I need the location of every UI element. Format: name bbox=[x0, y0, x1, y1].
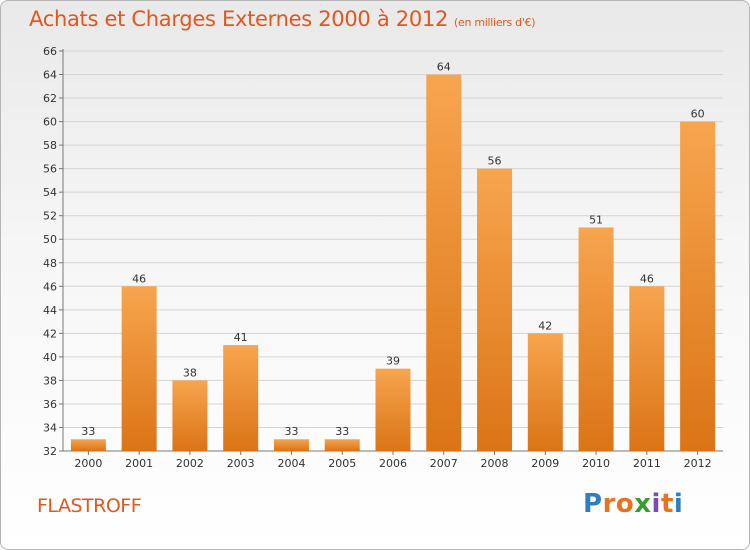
bar-2010 bbox=[578, 227, 614, 451]
x-tick-label: 2008 bbox=[481, 457, 509, 470]
value-label-2000: 33 bbox=[81, 425, 95, 438]
labels: 32 34 36 38 40 42 44 46 48 50 52 54 56 58 60 62 64 66 2000… bbox=[43, 45, 712, 470]
y-tick-label: 50 bbox=[43, 233, 57, 246]
y-tick-label: 36 bbox=[43, 398, 57, 411]
logo-letter: r bbox=[602, 489, 616, 519]
bars bbox=[70, 74, 716, 452]
bar-2008 bbox=[477, 168, 513, 451]
x-tick-label: 2003 bbox=[227, 457, 255, 470]
y-tick-label: 40 bbox=[43, 351, 57, 364]
y-tick-label: 58 bbox=[43, 139, 57, 152]
bar-2002 bbox=[172, 380, 208, 451]
value-label-2010: 51 bbox=[589, 213, 603, 226]
title-text: Achats et Charges Externes 2000 à 2012 bbox=[29, 7, 449, 31]
y-tick-label: 48 bbox=[43, 257, 57, 270]
y-tick-label: 38 bbox=[43, 374, 57, 387]
y-tick-label: 52 bbox=[43, 210, 57, 223]
x-tick-label: 2012 bbox=[684, 457, 712, 470]
value-label-2003: 41 bbox=[234, 331, 248, 344]
logo-letter: i bbox=[651, 489, 661, 519]
y-tick-label: 32 bbox=[43, 445, 57, 458]
proxiti-logo[interactable]: Proxiti bbox=[583, 489, 683, 519]
logo-letter: P bbox=[583, 489, 603, 519]
x-tick-label: 2009 bbox=[531, 457, 559, 470]
value-label-2011: 46 bbox=[640, 272, 654, 285]
logo-letter: i bbox=[673, 489, 684, 519]
bar-2000 bbox=[70, 439, 106, 451]
logo-letter: o bbox=[615, 489, 635, 519]
value-label-2004: 33 bbox=[284, 425, 298, 438]
y-tick-label: 62 bbox=[43, 92, 57, 105]
x-tick-label: 2001 bbox=[125, 457, 153, 470]
value-label-2006: 39 bbox=[386, 355, 400, 368]
x-tick-label: 2005 bbox=[328, 457, 356, 470]
bar-2001 bbox=[121, 286, 157, 451]
x-tick-label: 2000 bbox=[74, 457, 102, 470]
x-tick-label: 2004 bbox=[277, 457, 305, 470]
y-tick-label: 42 bbox=[43, 327, 57, 340]
value-label-2001: 46 bbox=[132, 272, 146, 285]
value-label-2012: 60 bbox=[691, 108, 705, 121]
logo-letter: x bbox=[634, 489, 652, 519]
x-tick-label: 2006 bbox=[379, 457, 407, 470]
bar-2003 bbox=[223, 345, 259, 451]
bar-2004 bbox=[273, 439, 309, 451]
y-tick-label: 54 bbox=[43, 186, 57, 199]
value-label-2005: 33 bbox=[335, 425, 349, 438]
bar-2006 bbox=[375, 368, 411, 451]
title-unit: (en milliers d'€) bbox=[454, 16, 536, 29]
y-tick-label: 46 bbox=[43, 280, 57, 293]
value-label-2008: 56 bbox=[488, 155, 502, 168]
value-label-2002: 38 bbox=[183, 366, 197, 379]
y-tick-label: 44 bbox=[43, 304, 57, 317]
x-tick-label: 2002 bbox=[176, 457, 204, 470]
y-tick-label: 66 bbox=[43, 45, 57, 58]
y-tick-label: 34 bbox=[43, 421, 57, 434]
bar-2012 bbox=[680, 121, 716, 452]
chart-title: Achats et Charges Externes 2000 à 2012 (e… bbox=[29, 7, 536, 31]
commune-name: FLASTROFF bbox=[37, 495, 142, 517]
y-tick-label: 56 bbox=[43, 163, 57, 176]
y-tick-label: 60 bbox=[43, 116, 57, 129]
x-tick-label: 2011 bbox=[633, 457, 661, 470]
y-tick-label: 64 bbox=[43, 69, 57, 82]
bar-2005 bbox=[324, 439, 360, 451]
x-tick-label: 2007 bbox=[430, 457, 458, 470]
bar-2011 bbox=[629, 286, 665, 451]
bar-2009 bbox=[527, 333, 563, 451]
logo-letter: t bbox=[660, 489, 674, 519]
bar-2007 bbox=[426, 74, 462, 451]
value-label-2007: 64 bbox=[437, 61, 451, 74]
value-label-2009: 42 bbox=[538, 319, 552, 332]
x-tick-label: 2010 bbox=[582, 457, 610, 470]
